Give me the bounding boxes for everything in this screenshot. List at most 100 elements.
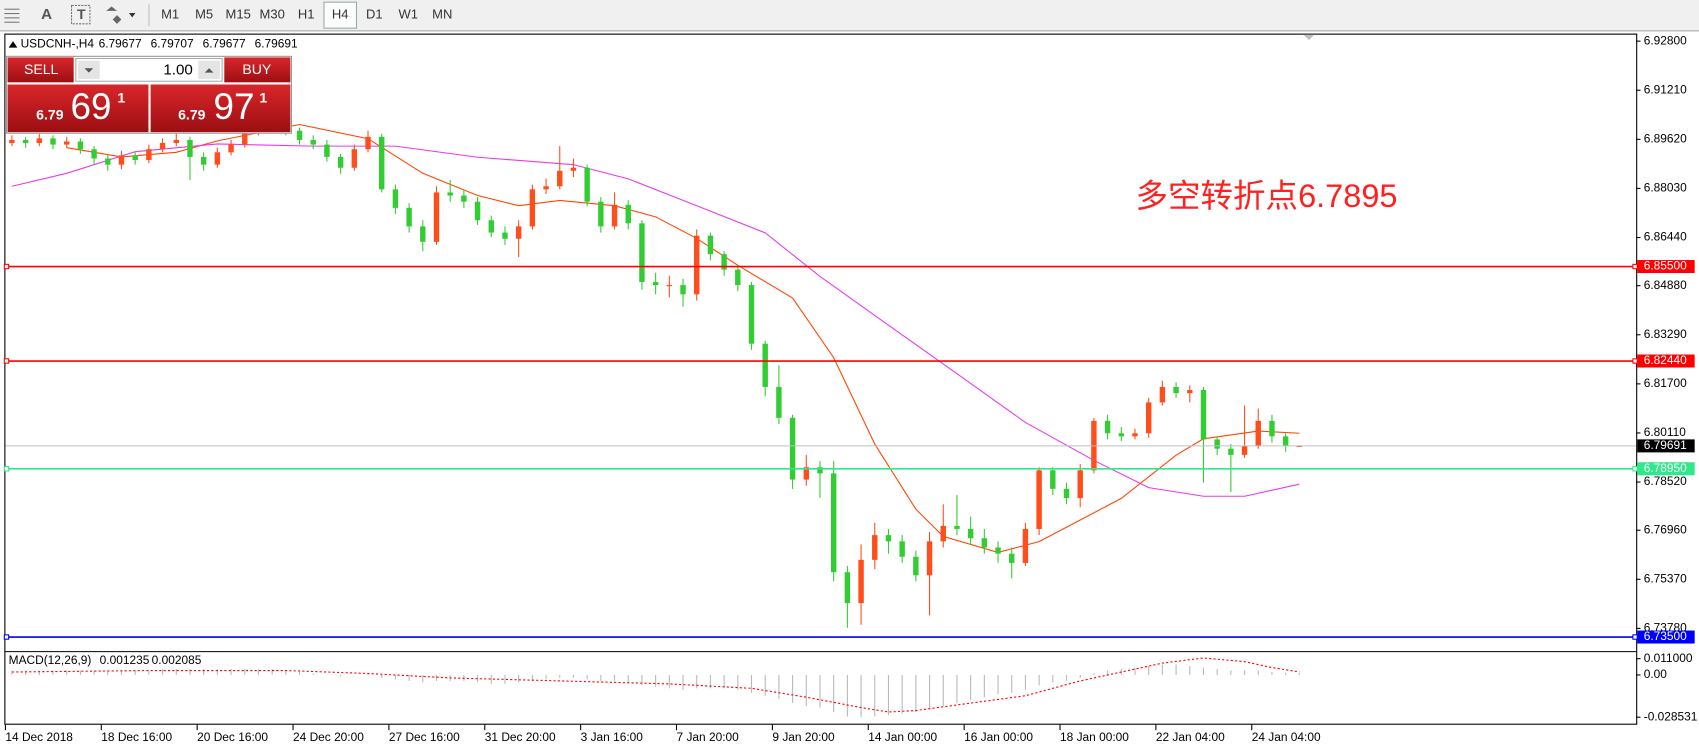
bid-pips: 69: [71, 86, 112, 127]
y-tick-label: 6.88030: [1644, 181, 1687, 195]
candle-body: [50, 138, 56, 145]
macd-title: MACD(12,26,9): [9, 653, 92, 667]
candle-body: [1077, 470, 1083, 499]
candle-body: [296, 130, 303, 140]
x-tick-label: 3 Jan 16:00: [581, 730, 644, 744]
candle-body: [1036, 470, 1042, 529]
candle-body: [1241, 445, 1248, 455]
candle-body: [187, 139, 193, 157]
collapse-triangle: [8, 41, 18, 48]
candle-body: [557, 170, 563, 187]
down-arrow: [84, 68, 94, 73]
candle-body: [680, 285, 686, 295]
candle-body: [830, 473, 837, 573]
level-handle: [3, 263, 10, 270]
candle-body: [967, 528, 974, 539]
candle-body: [1214, 439, 1220, 449]
macd-y-tick-label: -0.028531: [1644, 709, 1698, 723]
macd-plot: 0.011000 0.00 -0.028531: [11, 651, 1698, 723]
candle-body: [721, 254, 727, 270]
icon-part: [4, 13, 20, 15]
candle-body: [625, 204, 631, 224]
candle-body: [461, 195, 467, 202]
candle-body: [406, 207, 412, 227]
bid-box[interactable]: [7, 84, 149, 133]
level-handle: [1632, 634, 1638, 640]
sell-button[interactable]: [7, 57, 74, 83]
timeframe-button[interactable]: W1: [399, 7, 419, 22]
candle-body: [118, 155, 125, 165]
lots-value[interactable]: 1.00: [163, 61, 193, 78]
candle-body: [817, 467, 823, 474]
candle-body: [995, 547, 1001, 554]
timeframe-button[interactable]: M5: [195, 7, 213, 22]
timeframe-button[interactable]: MN: [432, 7, 452, 22]
candle-body: [858, 559, 864, 604]
candle-body: [1159, 386, 1166, 403]
sell-label[interactable]: SELL: [24, 61, 59, 77]
timeframe-button[interactable]: H1: [298, 7, 315, 22]
timeframe-button[interactable]: H4: [332, 7, 349, 22]
candle-body: [324, 144, 330, 157]
candle-body: [1050, 470, 1056, 489]
active-timeframe-bg[interactable]: [323, 1, 358, 29]
level-label-bg: [1637, 462, 1695, 476]
moving-average: [66, 123, 1300, 553]
candle-body: [1200, 390, 1207, 440]
candle-body: [1145, 402, 1152, 434]
timeframe-button[interactable]: M15: [226, 7, 251, 22]
trade-panel: SELL 1.00 BUY 6.79 69 1 6.79 97 1: [5, 55, 293, 134]
level-label-bg: [1637, 354, 1695, 368]
candle-body: [9, 139, 15, 144]
level-label: 6.78950: [1644, 461, 1687, 475]
level-handle: [3, 466, 10, 472]
x-tick-label: 24 Jan 04:00: [1252, 730, 1321, 744]
candle-body: [310, 139, 316, 145]
toolbar: [0, 0, 1699, 31]
grid-tool-icon[interactable]: [4, 8, 20, 23]
level-label-bg: [1637, 630, 1695, 644]
bid-big: 6.79: [36, 107, 64, 123]
timeframe-button[interactable]: M30: [260, 7, 285, 22]
label-tool[interactable]: T: [77, 6, 86, 22]
timeframe-button[interactable]: M1: [161, 7, 179, 22]
candle-body: [611, 204, 618, 227]
level-label-bg: [1637, 439, 1695, 453]
candle-body: [954, 525, 960, 529]
candle-body: [420, 226, 426, 242]
symbol-label: USDCNH-,H4: [21, 37, 95, 51]
shift-marker: [1303, 34, 1315, 41]
candle-body: [1269, 420, 1275, 437]
x-tick-label: 18 Dec 16:00: [101, 730, 172, 744]
icon-part: [4, 21, 20, 23]
candle-body: [105, 158, 111, 165]
buy-button[interactable]: [224, 57, 291, 83]
timeframe-bar: M1 M5 M15 M30 H1 H4 D1 W1 MN: [161, 1, 452, 29]
y-tick-label: 6.92800: [1644, 33, 1687, 47]
timeframe-button[interactable]: D1: [366, 7, 383, 22]
candle-body: [598, 201, 604, 227]
buy-label[interactable]: BUY: [242, 61, 272, 77]
candle-body: [36, 138, 43, 144]
icon-part: [4, 8, 20, 10]
candle-body: [762, 343, 768, 387]
y-tick-label: 6.81700: [1644, 376, 1687, 390]
candle-body: [666, 285, 673, 287]
ask-box[interactable]: [150, 84, 291, 133]
ohlc-close: 6.79691: [255, 37, 298, 51]
x-tick-label: 14 Jan 00:00: [868, 730, 937, 744]
candle-body: [981, 538, 988, 548]
y-tick-label: 6.76960: [1644, 522, 1687, 536]
candle-body: [515, 226, 522, 239]
moving-average: [11, 143, 1300, 497]
lots-input[interactable]: [75, 57, 223, 82]
candle-body: [351, 149, 358, 168]
candle-body: [77, 141, 84, 150]
candle-body: [543, 186, 549, 190]
x-tick-label: 24 Dec 20:00: [293, 730, 364, 744]
level-label: 6.73500: [1644, 629, 1687, 643]
candle-body: [1282, 436, 1289, 446]
candle-body: [1132, 433, 1138, 437]
up-arrow: [204, 68, 214, 73]
text-tool[interactable]: A: [41, 6, 52, 23]
